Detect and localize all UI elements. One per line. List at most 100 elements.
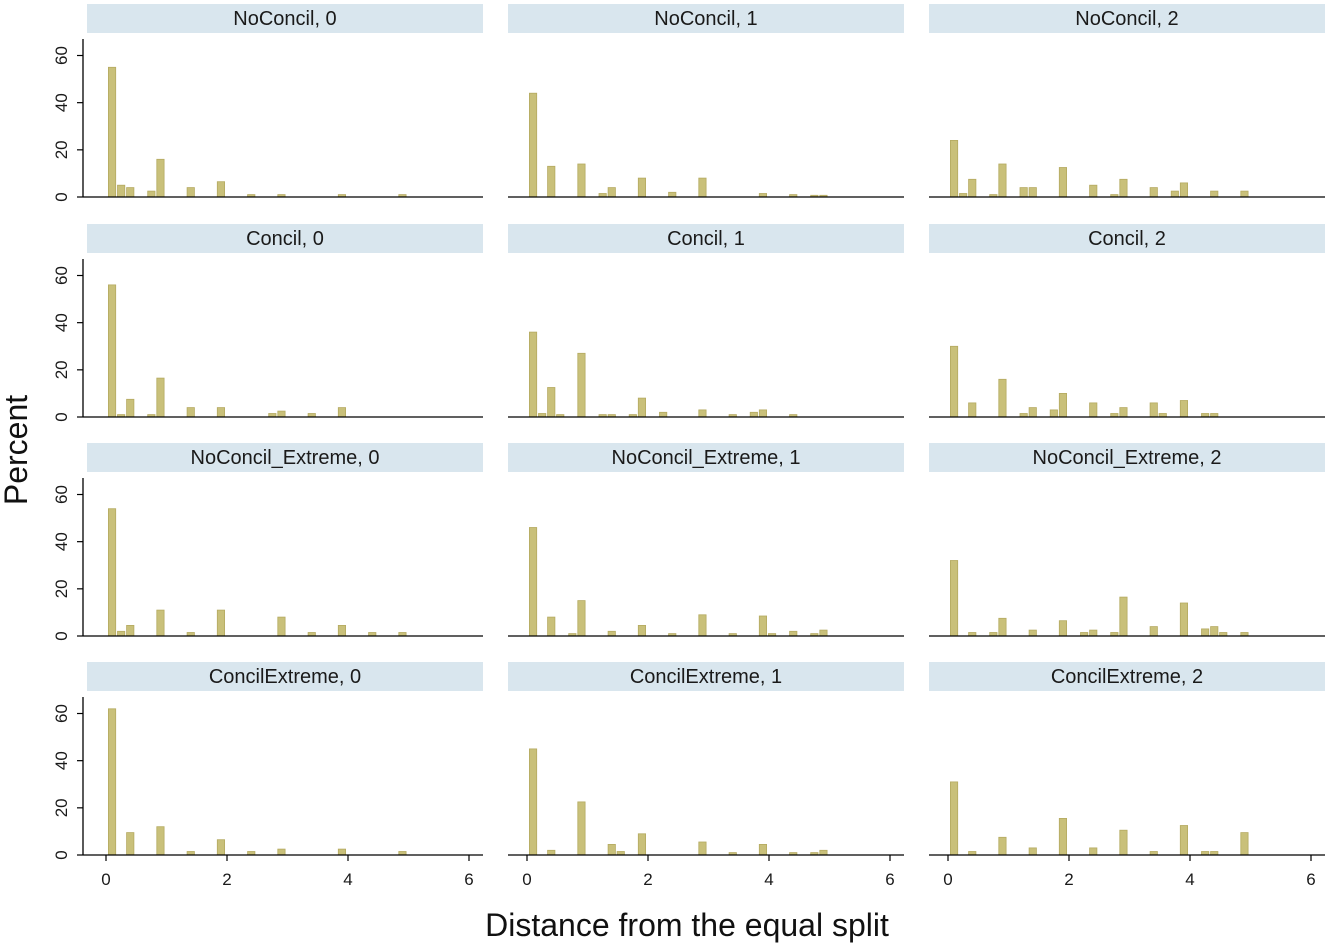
y-tick-label: 40 <box>52 93 71 112</box>
histogram-bar <box>637 625 646 637</box>
histogram-bar <box>108 708 117 856</box>
histogram-bar <box>1240 190 1249 198</box>
panel-title: NoConcil, 2 <box>1075 8 1178 30</box>
y-tick-label: 40 <box>52 532 71 551</box>
x-tick-label: 4 <box>1185 870 1194 889</box>
histogram-bar <box>577 801 586 856</box>
histogram-bar <box>547 616 556 637</box>
histogram-bar <box>337 848 346 856</box>
histogram-bar <box>789 630 798 637</box>
x-tick-label: 0 <box>522 870 531 889</box>
x-tick-label: 6 <box>464 870 473 889</box>
x-tick-label: 2 <box>1064 870 1073 889</box>
histogram-bar <box>156 609 165 637</box>
panel-title: Concil, 2 <box>1088 228 1166 250</box>
y-tick-label: 60 <box>52 46 71 65</box>
histogram-bar <box>117 184 126 198</box>
histogram-bar <box>998 378 1007 418</box>
histogram-bar <box>216 407 226 418</box>
panel-title: NoConcil_Extreme, 0 <box>191 447 380 469</box>
histogram-bar <box>156 377 165 418</box>
y-tick-label: 60 <box>52 485 71 504</box>
histogram-bar <box>950 560 959 637</box>
histogram-bar <box>758 844 767 856</box>
x-tick-label: 2 <box>643 870 652 889</box>
x-axis-title: Distance from the equal split <box>485 907 889 943</box>
histogram-bar <box>1049 409 1058 418</box>
histogram-bar <box>126 398 135 418</box>
panel-strip <box>929 443 1325 472</box>
histogram-bar <box>337 407 346 418</box>
histogram-bar <box>1089 402 1098 418</box>
panel-title: NoConcil, 1 <box>654 8 757 30</box>
histogram-bar <box>216 609 226 637</box>
histogram-bar <box>1179 602 1189 637</box>
histogram-bar <box>529 331 538 418</box>
histogram-bar <box>126 187 135 198</box>
panel-title: Concil, 0 <box>246 228 324 250</box>
histogram-bar <box>659 411 668 418</box>
panel-strip <box>508 4 904 33</box>
histogram-bar <box>607 187 616 198</box>
histogram-bar <box>577 600 586 637</box>
panel-strip <box>508 662 904 691</box>
panel-title: NoConcil_Extreme, 2 <box>1033 447 1222 469</box>
histogram-bar <box>819 629 828 637</box>
histogram-bar <box>126 832 135 856</box>
panel-title: NoConcil, 0 <box>233 8 336 30</box>
histogram-bar <box>968 178 977 198</box>
histogram-bar <box>637 397 646 418</box>
y-tick-label: 20 <box>52 579 71 598</box>
histogram-bar <box>1119 829 1128 856</box>
histogram-bar <box>607 844 616 856</box>
histogram-bar <box>698 409 707 418</box>
y-tick-label: 20 <box>52 140 71 159</box>
histogram-bar <box>1119 178 1128 198</box>
histogram-bar <box>1119 407 1128 418</box>
histogram-bar <box>1149 626 1158 637</box>
y-tick-label: 0 <box>52 850 71 859</box>
y-tick-label: 0 <box>52 412 71 421</box>
x-tick-label: 4 <box>764 870 773 889</box>
histogram-bar <box>1058 620 1068 637</box>
panel-strip <box>87 224 483 253</box>
histogram-bar <box>1089 629 1098 637</box>
histogram-bar <box>950 139 959 198</box>
histogram-bar <box>1089 184 1098 198</box>
x-tick-label: 0 <box>943 870 952 889</box>
histogram-bar <box>1028 629 1037 637</box>
histogram-bar <box>998 617 1007 637</box>
histogram-bar <box>1240 832 1249 856</box>
y-tick-label: 40 <box>52 313 71 332</box>
histogram-bar <box>577 352 586 418</box>
histogram-bar <box>108 284 117 418</box>
histogram-bar <box>529 748 538 856</box>
panel-title: ConcilExtreme, 0 <box>209 666 361 688</box>
panel-strip <box>87 443 483 472</box>
histogram-bar <box>277 848 286 856</box>
y-tick-label: 20 <box>52 798 71 817</box>
x-tick-label: 0 <box>101 870 110 889</box>
histogram-bar <box>1058 392 1068 418</box>
y-tick-label: 20 <box>52 360 71 379</box>
panel-title: Concil, 1 <box>667 228 745 250</box>
histogram-bar <box>529 92 538 198</box>
panel-strip <box>929 224 1325 253</box>
histogram-bar <box>529 527 538 637</box>
histogram-bar <box>277 616 286 637</box>
x-tick-label: 6 <box>885 870 894 889</box>
histogram-bar <box>1058 818 1068 856</box>
histogram-bar <box>1058 167 1068 198</box>
histogram-bar <box>1149 402 1158 418</box>
histogram-bar <box>216 181 226 198</box>
histogram-bar <box>117 630 126 637</box>
histogram-bar <box>1119 596 1128 637</box>
histogram-bar <box>547 165 556 198</box>
histogram-bar <box>1019 187 1028 198</box>
histogram-bar <box>1210 190 1219 198</box>
histogram-bar <box>637 833 646 856</box>
panel-strip <box>508 224 904 253</box>
histogram-bar <box>698 841 707 856</box>
histogram-bar <box>126 625 135 637</box>
